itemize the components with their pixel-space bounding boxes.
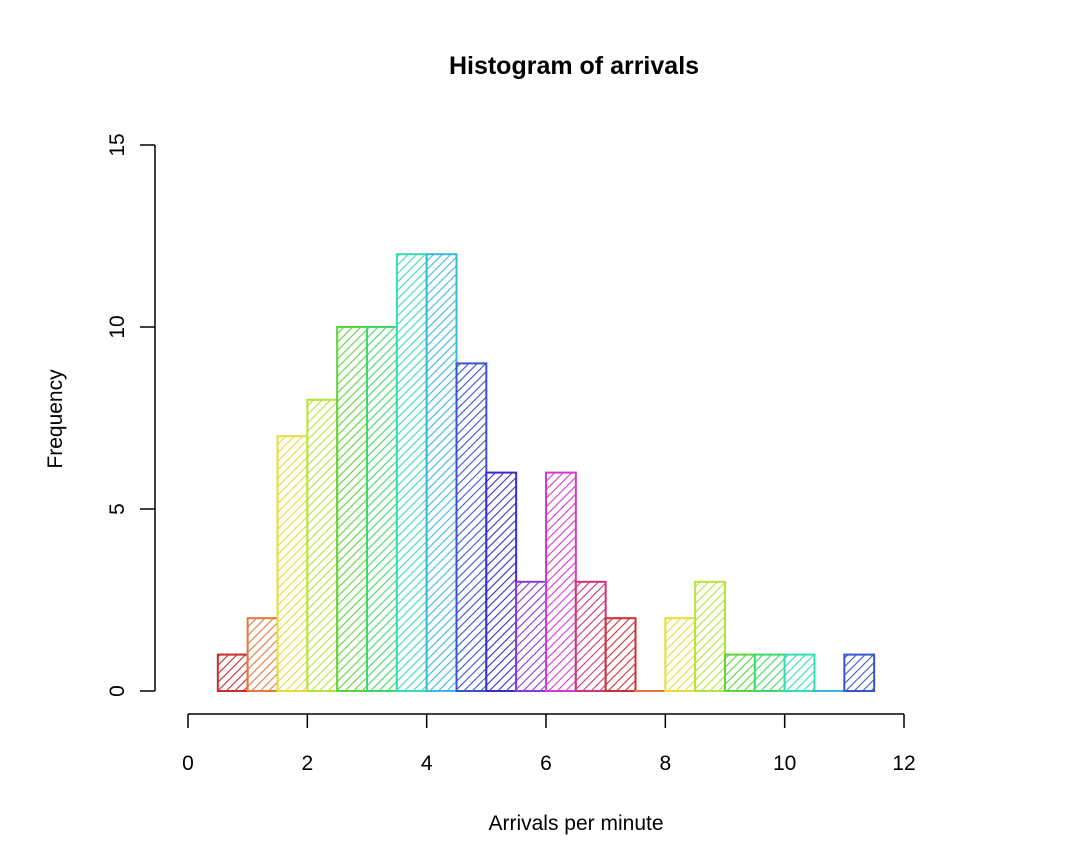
x-tick-label: 0	[182, 752, 194, 775]
y-tick-label: 0	[106, 685, 129, 697]
histogram-bar	[783, 653, 816, 692]
x-tick-label: 4	[421, 752, 433, 775]
histogram-bar	[395, 253, 428, 692]
histogram-bar	[425, 253, 458, 692]
histogram-bar	[694, 580, 727, 692]
y-axis: 0 5 10 15	[106, 133, 156, 697]
histogram-bar	[574, 580, 607, 692]
histogram-bar	[276, 435, 309, 693]
x-tick-label: 6	[540, 752, 552, 775]
histogram-bar	[545, 471, 577, 692]
histogram-bar	[843, 653, 876, 692]
chart-title: Histogram of arrivals	[449, 52, 699, 80]
x-tick-label: 8	[659, 752, 671, 775]
histogram-bar	[753, 653, 786, 692]
y-tick-label: 10	[106, 315, 129, 338]
histogram-bar	[664, 617, 697, 693]
histogram-bar	[336, 326, 368, 692]
y-tick-label: 15	[106, 133, 129, 156]
histogram-bar	[604, 617, 637, 693]
histogram-bar	[216, 653, 249, 692]
histogram-bar	[246, 617, 279, 693]
y-axis-label: Frequency	[44, 369, 67, 469]
x-axis: 0 2 4 6 8 10 12	[182, 713, 916, 775]
histogram-bar	[485, 471, 518, 692]
x-tick-label: 10	[773, 752, 796, 775]
bars-layer	[216, 253, 876, 693]
x-tick-label: 12	[892, 752, 915, 775]
histogram-bar	[366, 326, 398, 692]
histogram-bar	[724, 653, 756, 692]
histogram-bar	[515, 580, 548, 692]
histogram-bar	[455, 362, 488, 692]
x-axis-label: Arrivals per minute	[488, 812, 663, 835]
histogram-bar	[306, 398, 339, 692]
x-tick-label: 2	[301, 752, 313, 775]
y-tick-label: 5	[106, 503, 129, 515]
